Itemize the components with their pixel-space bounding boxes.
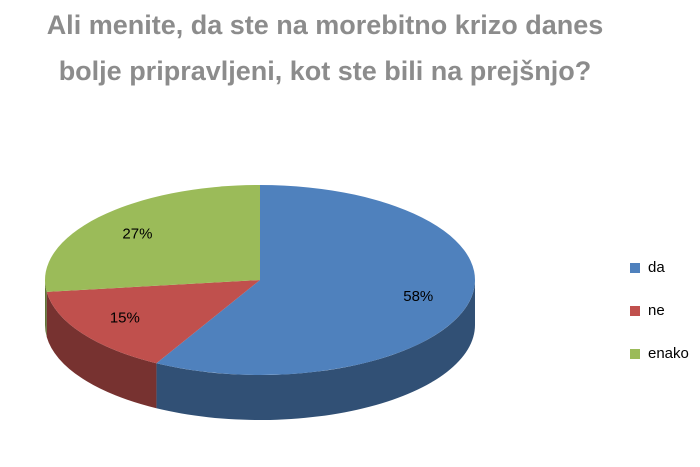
chart-title: Ali menite, da ste na morebitno krizo da…: [46, 10, 604, 86]
data-label: 15%: [110, 309, 140, 326]
data-label: 27%: [122, 226, 152, 243]
slice: [44, 185, 260, 292]
legend-swatch: [630, 263, 640, 273]
legend-swatch: [630, 306, 640, 316]
legend-swatch: [630, 349, 640, 359]
slice-side: [156, 280, 475, 421]
slice: [156, 185, 475, 375]
slice: [46, 280, 260, 364]
legend-label: enako: [648, 345, 689, 362]
slice-side: [45, 280, 47, 337]
legend-label: ne: [648, 302, 665, 319]
legend-label: da: [648, 259, 665, 276]
data-label: 58%: [403, 288, 433, 305]
slice-side: [46, 291, 157, 409]
